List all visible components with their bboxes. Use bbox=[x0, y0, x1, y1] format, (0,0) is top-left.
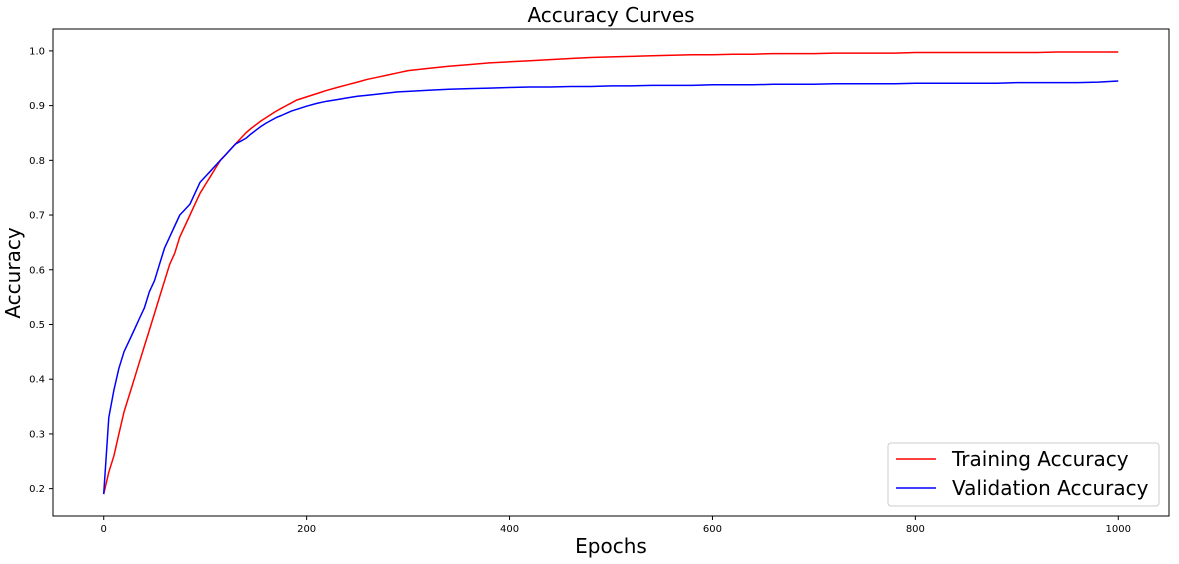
y-axis-label: Accuracy bbox=[1, 227, 25, 318]
x-tick-label: 1000 bbox=[1106, 524, 1131, 535]
x-tick-label: 400 bbox=[500, 524, 519, 535]
legend-box bbox=[887, 442, 1160, 507]
validation-accuracy-line bbox=[102, 80, 1119, 495]
plot-area-frame bbox=[52, 28, 1170, 517]
legend-label-training: Training Accuracy bbox=[951, 447, 1129, 471]
x-axis-label: Epochs bbox=[575, 534, 647, 558]
y-tick-label: 0.4 bbox=[29, 375, 45, 386]
x-tick-label: 600 bbox=[703, 524, 722, 535]
x-axis-ticks: 0 200 400 600 800 1000 bbox=[101, 516, 1131, 535]
x-tick-label: 800 bbox=[906, 524, 925, 535]
x-tick-label: 0 bbox=[101, 524, 107, 535]
y-tick-label: 1.0 bbox=[29, 46, 45, 57]
y-tick-label: 0.9 bbox=[29, 101, 45, 112]
y-tick-label: 0.6 bbox=[29, 265, 45, 276]
legend: Training Accuracy Validation Accuracy bbox=[887, 442, 1160, 507]
y-tick-label: 0.8 bbox=[29, 156, 45, 167]
y-tick-label: 0.5 bbox=[29, 320, 45, 331]
series-lines bbox=[102, 51, 1119, 495]
y-tick-label: 0.3 bbox=[29, 429, 45, 440]
legend-label-validation: Validation Accuracy bbox=[952, 476, 1149, 500]
x-tick-label: 200 bbox=[297, 524, 316, 535]
y-axis-ticks: 0.2 0.3 0.4 0.5 0.6 0.7 0.8 0.9 1.0 bbox=[29, 46, 53, 495]
training-accuracy-line bbox=[102, 51, 1119, 495]
y-tick-label: 0.2 bbox=[29, 484, 45, 495]
y-tick-label: 0.7 bbox=[29, 211, 45, 222]
chart-title: Accuracy Curves bbox=[527, 3, 694, 27]
